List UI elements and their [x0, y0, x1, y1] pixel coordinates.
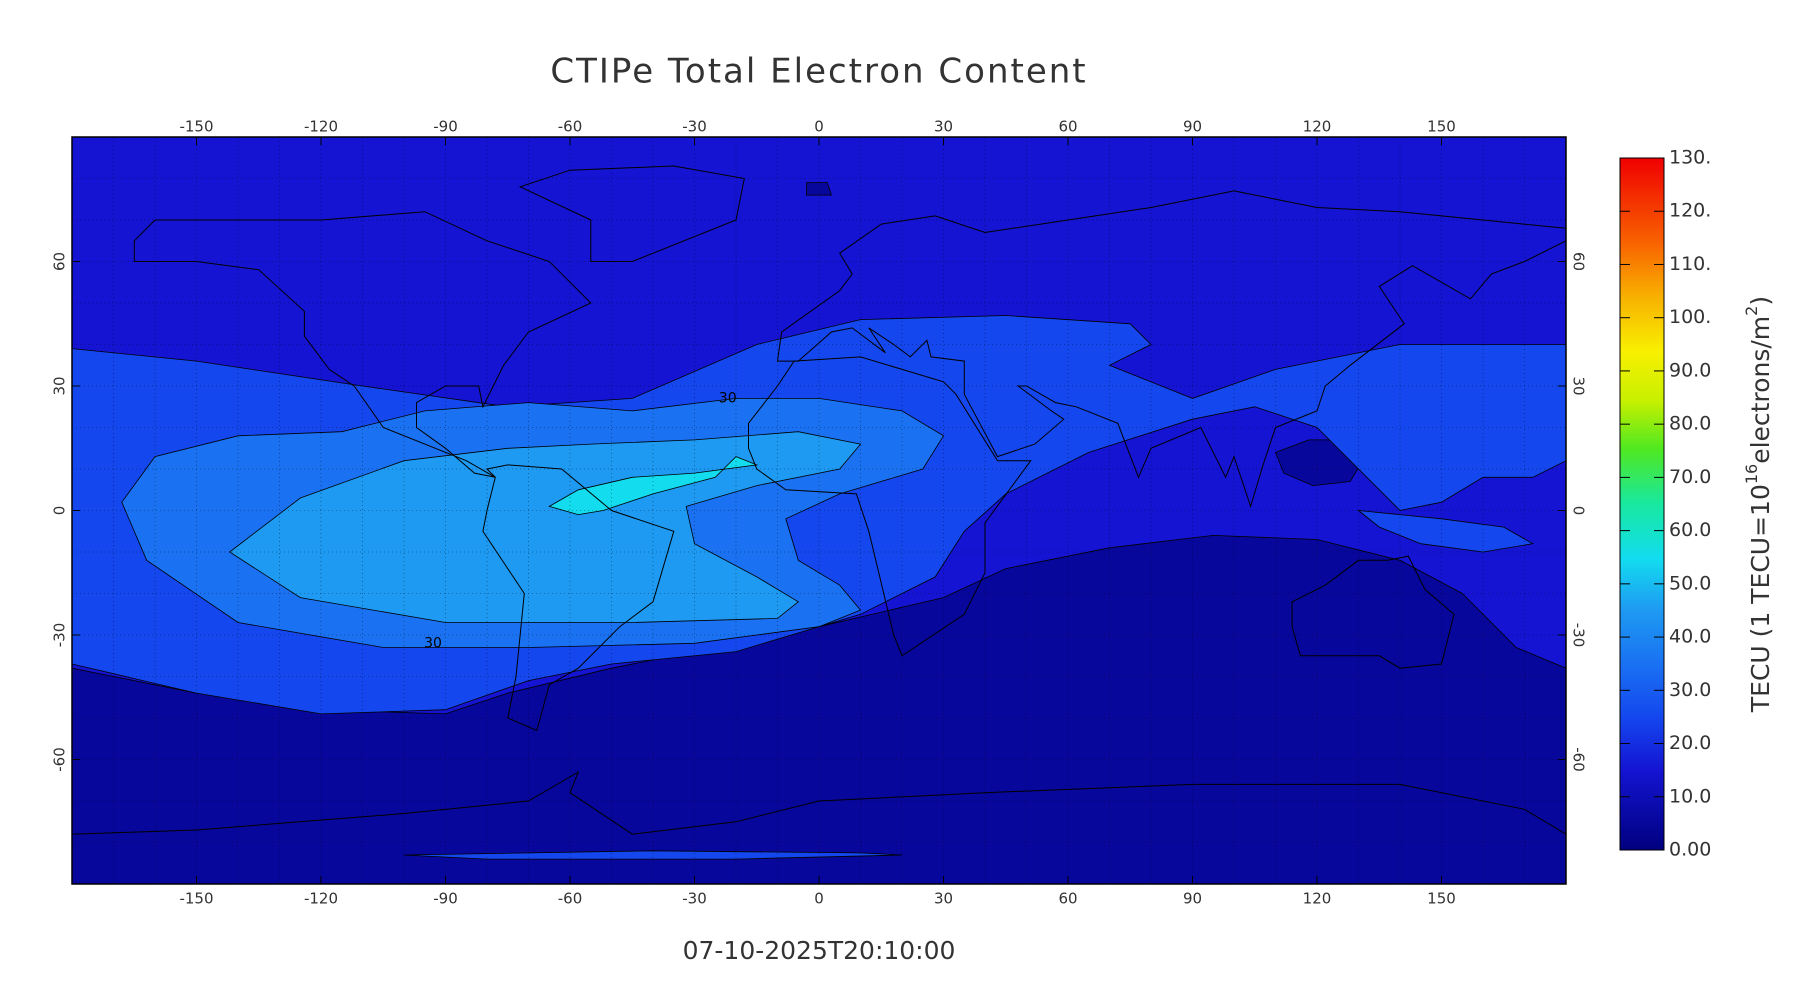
- coastline: [72, 770, 1566, 835]
- colorbar-tick-label: 10.0: [1669, 785, 1711, 807]
- x-tick-label: -90: [433, 118, 458, 136]
- x-tick-label: 90: [1183, 118, 1202, 136]
- x-tick-label: -120: [304, 890, 338, 908]
- colorbar-label-part: ): [1746, 296, 1775, 306]
- x-tick-label: 0: [814, 890, 824, 908]
- chart-title: CTIPe Total Electron Content: [550, 52, 1087, 92]
- x-tick-label: 60: [1058, 118, 1077, 136]
- x-tick-label: 120: [1303, 890, 1332, 908]
- colorbar-label-part: TECU (1 TECU=10: [1746, 484, 1775, 713]
- y-tick-label: 30: [1570, 376, 1588, 395]
- x-tick-label: 120: [1303, 118, 1332, 136]
- y-tick-label: 0: [51, 506, 69, 516]
- x-tick-label: -90: [433, 890, 458, 908]
- map: 30 30: [72, 137, 1566, 884]
- colorbar-label-part: electrons/m: [1746, 316, 1775, 464]
- x-tick-label: -60: [558, 890, 583, 908]
- colorbar-tick-label: 0.00: [1669, 839, 1711, 861]
- x-tick-label: 30: [934, 118, 953, 136]
- colorbar-tick-label: 120.: [1669, 200, 1711, 222]
- timestamp: 07-10-2025T20:10:00: [683, 936, 956, 965]
- coastline: [1291, 555, 1455, 669]
- contour-label: 30: [719, 390, 737, 406]
- y-tick-label: 60: [1570, 252, 1588, 271]
- contour-region: [806, 182, 832, 196]
- colorbar-tick-label: 70.0: [1669, 466, 1711, 488]
- y-tick-label: -30: [51, 623, 69, 648]
- colorbar-tick-label: 50.0: [1669, 572, 1711, 594]
- x-tick-label: -150: [179, 118, 213, 136]
- x-tick-label: 150: [1427, 118, 1456, 136]
- y-tick-label: 0: [1570, 506, 1588, 516]
- colorbar-tick-label: 100.: [1669, 306, 1711, 328]
- x-tick-label: -120: [304, 118, 338, 136]
- colorbar-label-sup: 16: [1742, 464, 1761, 484]
- colorbar-tick-label: 130.: [1669, 147, 1711, 169]
- colorbar-tick-label: 110.: [1669, 253, 1711, 275]
- contour-region: [1357, 509, 1534, 553]
- colorbar-tick-label: 60.0: [1669, 519, 1711, 541]
- coastline: [133, 211, 592, 478]
- contour-label: 30: [424, 635, 442, 651]
- colorbar-tick-label: 30.0: [1669, 679, 1711, 701]
- coastline: [482, 464, 675, 732]
- colorbar-label: TECU (1 TECU=1016electrons/m2): [1742, 296, 1776, 713]
- x-tick-label: -150: [179, 890, 213, 908]
- colorbar-tick-label: 20.0: [1669, 732, 1711, 754]
- coastline: [518, 165, 745, 262]
- y-tick-label: 30: [51, 376, 69, 395]
- y-tick-label: -30: [1570, 623, 1588, 648]
- x-tick-label: 90: [1183, 890, 1202, 908]
- colorbar-tick-label: 90.0: [1669, 359, 1711, 381]
- x-tick-label: -30: [682, 890, 707, 908]
- x-tick-label: 150: [1427, 890, 1456, 908]
- colorbar-label-sup: 2: [1742, 306, 1761, 316]
- colorbar-tick-label: 80.0: [1669, 413, 1711, 435]
- y-tick-label: -60: [51, 747, 69, 772]
- colorbar-tick-label: 40.0: [1669, 626, 1711, 648]
- y-tick-label: -60: [1570, 747, 1588, 772]
- x-tick-label: 30: [934, 890, 953, 908]
- colorbar: [1619, 157, 1665, 851]
- x-tick-label: 0: [814, 118, 824, 136]
- y-tick-label: 60: [51, 252, 69, 271]
- x-tick-label: -30: [682, 118, 707, 136]
- x-tick-label: 60: [1058, 890, 1077, 908]
- x-tick-label: -60: [558, 118, 583, 136]
